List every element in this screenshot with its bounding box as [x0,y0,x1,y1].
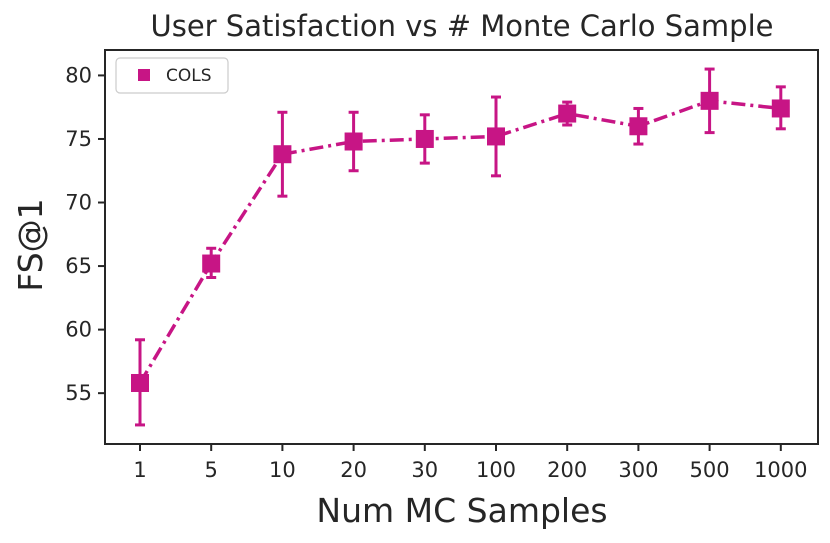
x-tick-label: 300 [618,458,658,482]
legend: COLS [115,57,229,94]
x-tick-label: 1000 [754,458,807,482]
data-point [771,99,790,118]
plot-frame [104,49,819,445]
data-point [202,254,221,273]
x-tick-label: 200 [547,458,587,482]
legend-label: COLS [166,66,212,86]
plot-layer: 55 60 65 70 75 80 1 5 10 20 30 100 200 300 500 1000 [65,63,807,482]
data-point [629,117,648,136]
data-point [558,104,577,123]
x-tick-label: 10 [269,458,296,482]
y-tick-label: 60 [65,318,92,342]
y-tick-label: 55 [65,381,92,405]
legend-box [115,57,229,94]
y-tick-label: 70 [65,191,92,215]
series-line [138,99,781,384]
x-tick-label: 500 [690,458,730,482]
data-point [415,129,434,148]
x-tick-label: 20 [340,458,367,482]
data-point [273,145,292,164]
x-tick-label: 30 [411,458,438,482]
x-axis-label: Num MC Samples [316,491,607,530]
legend-marker [138,69,150,81]
data-point [344,132,363,151]
data-point [700,91,719,110]
x-tick-label: 100 [476,458,516,482]
y-tick-label: 80 [65,63,92,87]
data-point [487,127,505,146]
x-tick-label: 5 [205,458,218,482]
chart-title: User Satisfaction vs # Monte Carlo Sampl… [150,9,773,43]
y-axis-label: FS@1 [11,198,50,291]
y-tick-label: 75 [65,127,92,151]
data-point [131,373,149,392]
x-tick-label: 1 [133,458,146,482]
y-tick-label: 65 [65,254,92,278]
